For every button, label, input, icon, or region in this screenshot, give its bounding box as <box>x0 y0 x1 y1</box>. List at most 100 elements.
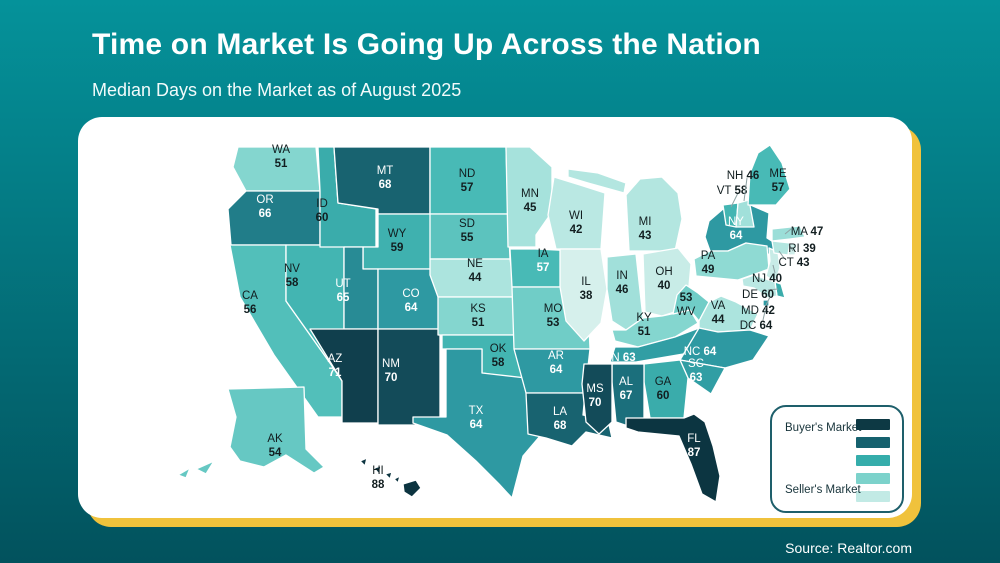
state-GA <box>643 359 689 419</box>
state-label-KS: KS <box>470 303 486 315</box>
legend-swatch <box>856 455 890 466</box>
state-label-VA: 44 <box>712 314 725 326</box>
state-label-WY: 59 <box>391 242 404 254</box>
legend-swatch <box>856 491 890 502</box>
state-label-SC: 63 <box>690 372 703 384</box>
leader-line-DE <box>767 288 779 291</box>
state-label-ME: ME <box>769 168 787 180</box>
legend-seller-label: Seller's Market <box>785 484 861 496</box>
state-HI <box>393 475 401 484</box>
state-label-NE: NE <box>467 258 483 270</box>
state-label-KY: 51 <box>638 326 651 338</box>
state-WV <box>672 284 710 322</box>
state-label-LA: 68 <box>554 420 567 432</box>
state-label-IA: IA <box>538 248 549 260</box>
state-label-NM: 70 <box>385 372 398 384</box>
state-label-IL: 38 <box>580 290 593 302</box>
state-label-FL: 87 <box>688 447 701 459</box>
state-label-CO: 64 <box>405 302 418 314</box>
leader-line-CT <box>778 250 785 259</box>
state-label-WI: WI <box>569 210 583 222</box>
state-label-ID: ID <box>316 198 328 210</box>
state-label-WY: WY <box>388 228 407 240</box>
state-label-ND: ND <box>459 168 476 180</box>
state-label-MN: MN <box>521 188 539 200</box>
state-label-MO: 53 <box>547 317 560 329</box>
map-card: WA 51 OR 66 CA 56 NV 58 ID 60 MT 68 WY 59 UT 65 CO 64 AZ 71… <box>78 117 912 518</box>
legend-swatch <box>856 473 890 484</box>
state-label-OR: 66 <box>259 208 272 220</box>
state-label-NC: NC 64 <box>684 346 717 358</box>
state-IL <box>559 248 608 342</box>
state-label-KS: 51 <box>472 317 485 329</box>
leader-line-NJ <box>772 264 776 274</box>
state-label-WV: WV <box>677 306 696 318</box>
state-label-MS: 70 <box>589 397 602 409</box>
state-label-SC: SC <box>688 358 704 370</box>
state-label-NV: NV <box>284 263 300 275</box>
leader-line-VT <box>730 192 739 208</box>
state-AK <box>227 386 325 474</box>
state-label-CO: CO <box>402 288 419 300</box>
state-label-ME: 57 <box>772 182 785 194</box>
state-HI <box>402 479 422 498</box>
state-label-MO: MO <box>544 303 563 315</box>
state-label-IL: IL <box>581 276 591 288</box>
state-label-SD: 55 <box>461 232 474 244</box>
state-OR <box>227 190 321 246</box>
state-label-WA: WA <box>272 144 290 156</box>
state-label-VT: VT 58 <box>717 185 748 197</box>
state-label-VA: VA <box>711 300 726 312</box>
source-text: Source: Realtor.com <box>785 540 912 556</box>
state-label-ND: 57 <box>461 182 474 194</box>
state-label-MI: 43 <box>639 230 652 242</box>
state-label-GA: GA <box>655 376 672 388</box>
state-label-NJ: NJ 40 <box>752 273 782 285</box>
state-label-WI: 42 <box>570 224 583 236</box>
leader-line-MA <box>784 228 792 235</box>
state-label-SD: SD <box>459 218 475 230</box>
legend-swatch <box>856 419 890 430</box>
state-TX <box>412 348 549 499</box>
state-label-FL: FL <box>687 433 701 445</box>
state-label-AL: 67 <box>620 390 633 402</box>
state-label-MN: 45 <box>524 202 537 214</box>
legend-swatch <box>856 437 890 448</box>
state-FL <box>625 413 721 503</box>
state-label-TX: TX <box>469 405 484 417</box>
state-MA <box>771 225 806 242</box>
state-AK <box>195 460 215 475</box>
state-label-NE: 44 <box>469 272 482 284</box>
state-TN <box>609 327 700 363</box>
state-label-NH: NH 46 <box>727 170 760 182</box>
state-label-AL: AL <box>619 376 634 388</box>
state-label-KY: KY <box>636 312 652 324</box>
state-label-PA: 49 <box>702 264 715 276</box>
state-label-RI: RI 39 <box>788 243 816 255</box>
state-MI <box>625 176 683 252</box>
leader-line-RI <box>789 245 794 252</box>
state-label-MT: MT <box>377 165 394 177</box>
state-label-MS: MS <box>586 383 604 395</box>
state-ND <box>429 146 509 215</box>
state-MI <box>567 168 627 194</box>
state-label-UT: UT <box>335 278 350 290</box>
leader-line-NH <box>743 177 748 202</box>
state-label-MT: 68 <box>379 179 392 191</box>
state-label-DE: DE 60 <box>742 289 774 301</box>
state-label-TN: TN 63 <box>604 352 635 364</box>
state-HI <box>384 471 393 480</box>
state-label-MI: MI <box>639 216 652 228</box>
state-KY <box>611 309 699 348</box>
state-label-NV: 58 <box>286 277 299 289</box>
legend-buyer-label: Buyer's Market <box>785 422 862 434</box>
state-label-WV: 53 <box>680 292 693 304</box>
legend-swatches <box>856 419 890 502</box>
state-label-AR: AR <box>548 350 564 362</box>
state-NH <box>735 199 755 228</box>
leader-line-MD <box>765 296 771 306</box>
state-label-MA: MA 47 <box>791 226 824 238</box>
state-label-MD: MD 42 <box>741 305 775 317</box>
state-label-AZ: 71 <box>329 367 342 379</box>
